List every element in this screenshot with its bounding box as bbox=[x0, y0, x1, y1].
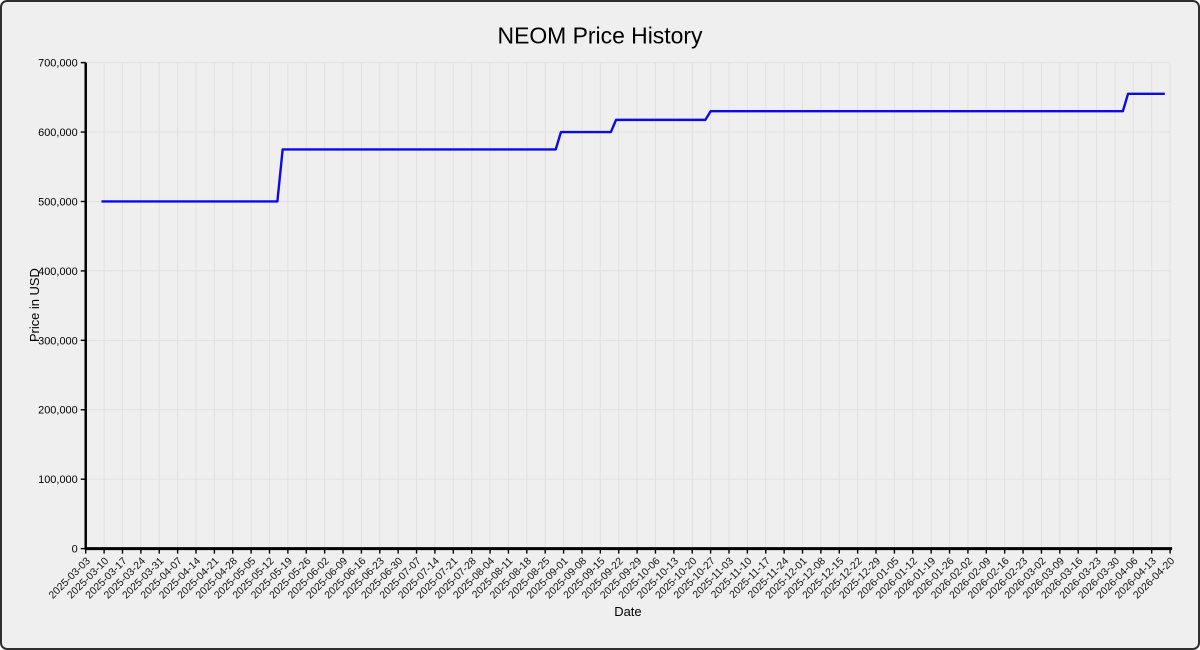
x-axis-label: Date bbox=[614, 604, 641, 619]
y-tick-label: 100,000 bbox=[38, 474, 78, 486]
price-line bbox=[101, 92, 1165, 203]
chart-title: NEOM Price History bbox=[498, 23, 703, 49]
axes-layer bbox=[80, 61, 1173, 554]
tick-label-layer: 0 100,000 200,000 300,000 400,000 500,000 600,… bbox=[38, 58, 1177, 602]
y-tick-label: 500,000 bbox=[38, 196, 78, 208]
series-layer bbox=[101, 92, 1165, 203]
grid-layer bbox=[85, 62, 1171, 550]
y-tick-label: 0 bbox=[72, 544, 78, 556]
y-tick-label: 400,000 bbox=[38, 266, 78, 278]
y-tick-label: 200,000 bbox=[38, 405, 78, 417]
y-tick-label: 600,000 bbox=[38, 127, 78, 139]
y-tick-label: 700,000 bbox=[38, 58, 78, 70]
y-tick-label: 300,000 bbox=[38, 335, 78, 347]
y-axis-label: Price in USD bbox=[27, 268, 42, 342]
